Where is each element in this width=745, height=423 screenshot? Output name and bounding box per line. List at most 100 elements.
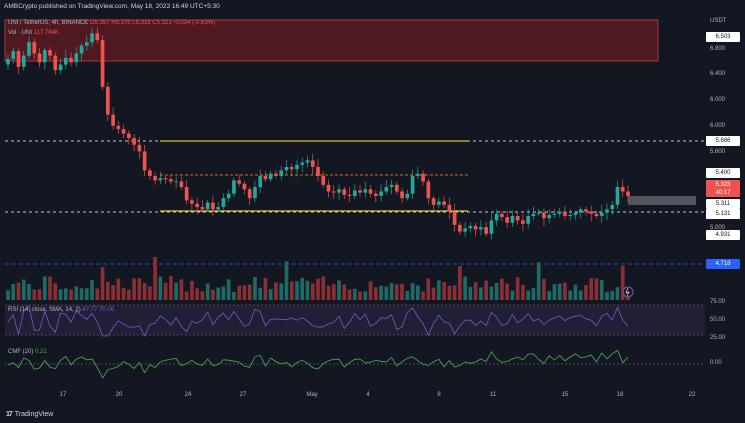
volume-bar [100,267,105,300]
x-axis-label: 18 [616,392,624,398]
volume-bar [531,288,536,300]
candle-body [268,173,273,180]
volume-bar [347,289,352,300]
candle-body [74,53,79,63]
candle-body [100,40,105,87]
price-axis-label: 5.000 [710,225,726,231]
volume-bar [426,278,431,300]
volume-bar [226,279,231,300]
rsi-axis-label: 25.00 [710,335,726,341]
candle-body [363,189,368,193]
volume-bar [605,291,609,300]
price-tag-resistance: 5.686 [706,136,740,146]
currency-label: USDT [710,18,727,24]
candle-body [226,193,231,199]
candle-body [174,181,178,183]
candle-body [342,189,347,195]
candle-body [573,212,578,215]
candle-body [510,216,515,223]
volume-bar [379,285,383,300]
volume-bar [473,282,478,300]
candle-body [337,189,341,193]
candle-body [190,200,194,204]
volume-value: 117.784K [33,30,59,36]
candle-body [253,187,257,199]
x-axis-label: 20 [115,392,123,398]
cmf-legend[interactable]: CMF (20) 0.21 [8,349,47,355]
volume-bar [174,282,178,300]
volume-bar [431,287,436,300]
candle-body [373,193,378,196]
symbol-label: UNI / TetherUS, 4h, BINANCE [8,20,89,26]
candle-body [331,191,336,193]
candle-body [137,144,142,152]
cmf-value: 0.21 [35,349,47,355]
x-axis-label: 17 [59,392,67,398]
candle-body [321,175,326,185]
rsi-value: 67.77 70.06 [82,307,115,313]
price-axis-label: 6.000 [710,97,726,103]
candle-body [605,209,609,213]
volume-bar [111,284,115,300]
candle-body [615,187,620,205]
volume-bar [74,286,79,300]
candle-body [521,220,525,224]
candle-body [610,204,615,210]
volume-bar [184,291,189,300]
volume-bar [489,286,494,300]
tradingview-brand[interactable]: 17 TradingView [6,411,53,418]
candle-body [142,151,147,171]
candle-body [431,198,436,205]
volume-bar [568,290,573,300]
volume-bar [27,284,31,300]
volume-bar [232,291,236,300]
volume-bar [21,279,26,300]
volume-bar [615,287,620,300]
volume-bar [79,288,84,300]
volume-bar [589,278,594,300]
volume-bar [268,289,273,300]
brand-label: TradingView [14,411,54,418]
price-tag-support: 5.131 [706,209,740,219]
candle-body [11,51,16,59]
candle-body [132,138,136,145]
candle-body [379,191,383,196]
volume-bar [552,284,557,300]
candle-body [352,190,357,196]
candle-body [274,173,278,176]
candle-body [400,191,404,199]
rsi-legend[interactable]: RSI (14, close, SMA, 14, 2) 67.77 70.06 [8,307,114,313]
candle-body [153,175,157,181]
candles [6,27,630,240]
ohlc-values: O5.357 H5.375 L5.318 C5.323 -0.034 (-0.6… [89,20,216,26]
candle-body [221,198,226,208]
rsi-line [7,305,629,337]
candle-body [216,207,221,210]
candle-body [563,211,567,216]
volume-bar [237,285,242,300]
volume-legend[interactable]: Vol · UNI 117.784K [8,30,59,36]
candle-body [53,55,58,71]
candle-body [442,201,446,205]
candle-body [21,55,26,67]
volume-bar [205,283,210,300]
price-tag-support-mid: 5.311 [706,199,740,209]
candle-body [200,207,205,210]
x-axis-label: 4 [366,392,370,398]
symbol-legend[interactable]: UNI / TetherUS, 4h, BINANCE O5.357 H5.37… [8,20,215,26]
volume-bar [95,288,100,300]
x-axis-label: 11 [489,392,497,398]
volume-bar [284,261,289,300]
volume-bar [563,282,567,300]
price-countdown: 40:17 [706,189,740,197]
volume-bar [384,286,389,300]
cmf-line [7,349,629,379]
volume-bar [216,287,221,300]
rsi-axis-label: 75.00 [710,299,726,305]
volume-bar [221,286,226,300]
volume-bar [32,289,37,300]
volume-bar [505,283,509,300]
alert-icon[interactable] [622,286,634,298]
candle-body [105,86,110,115]
